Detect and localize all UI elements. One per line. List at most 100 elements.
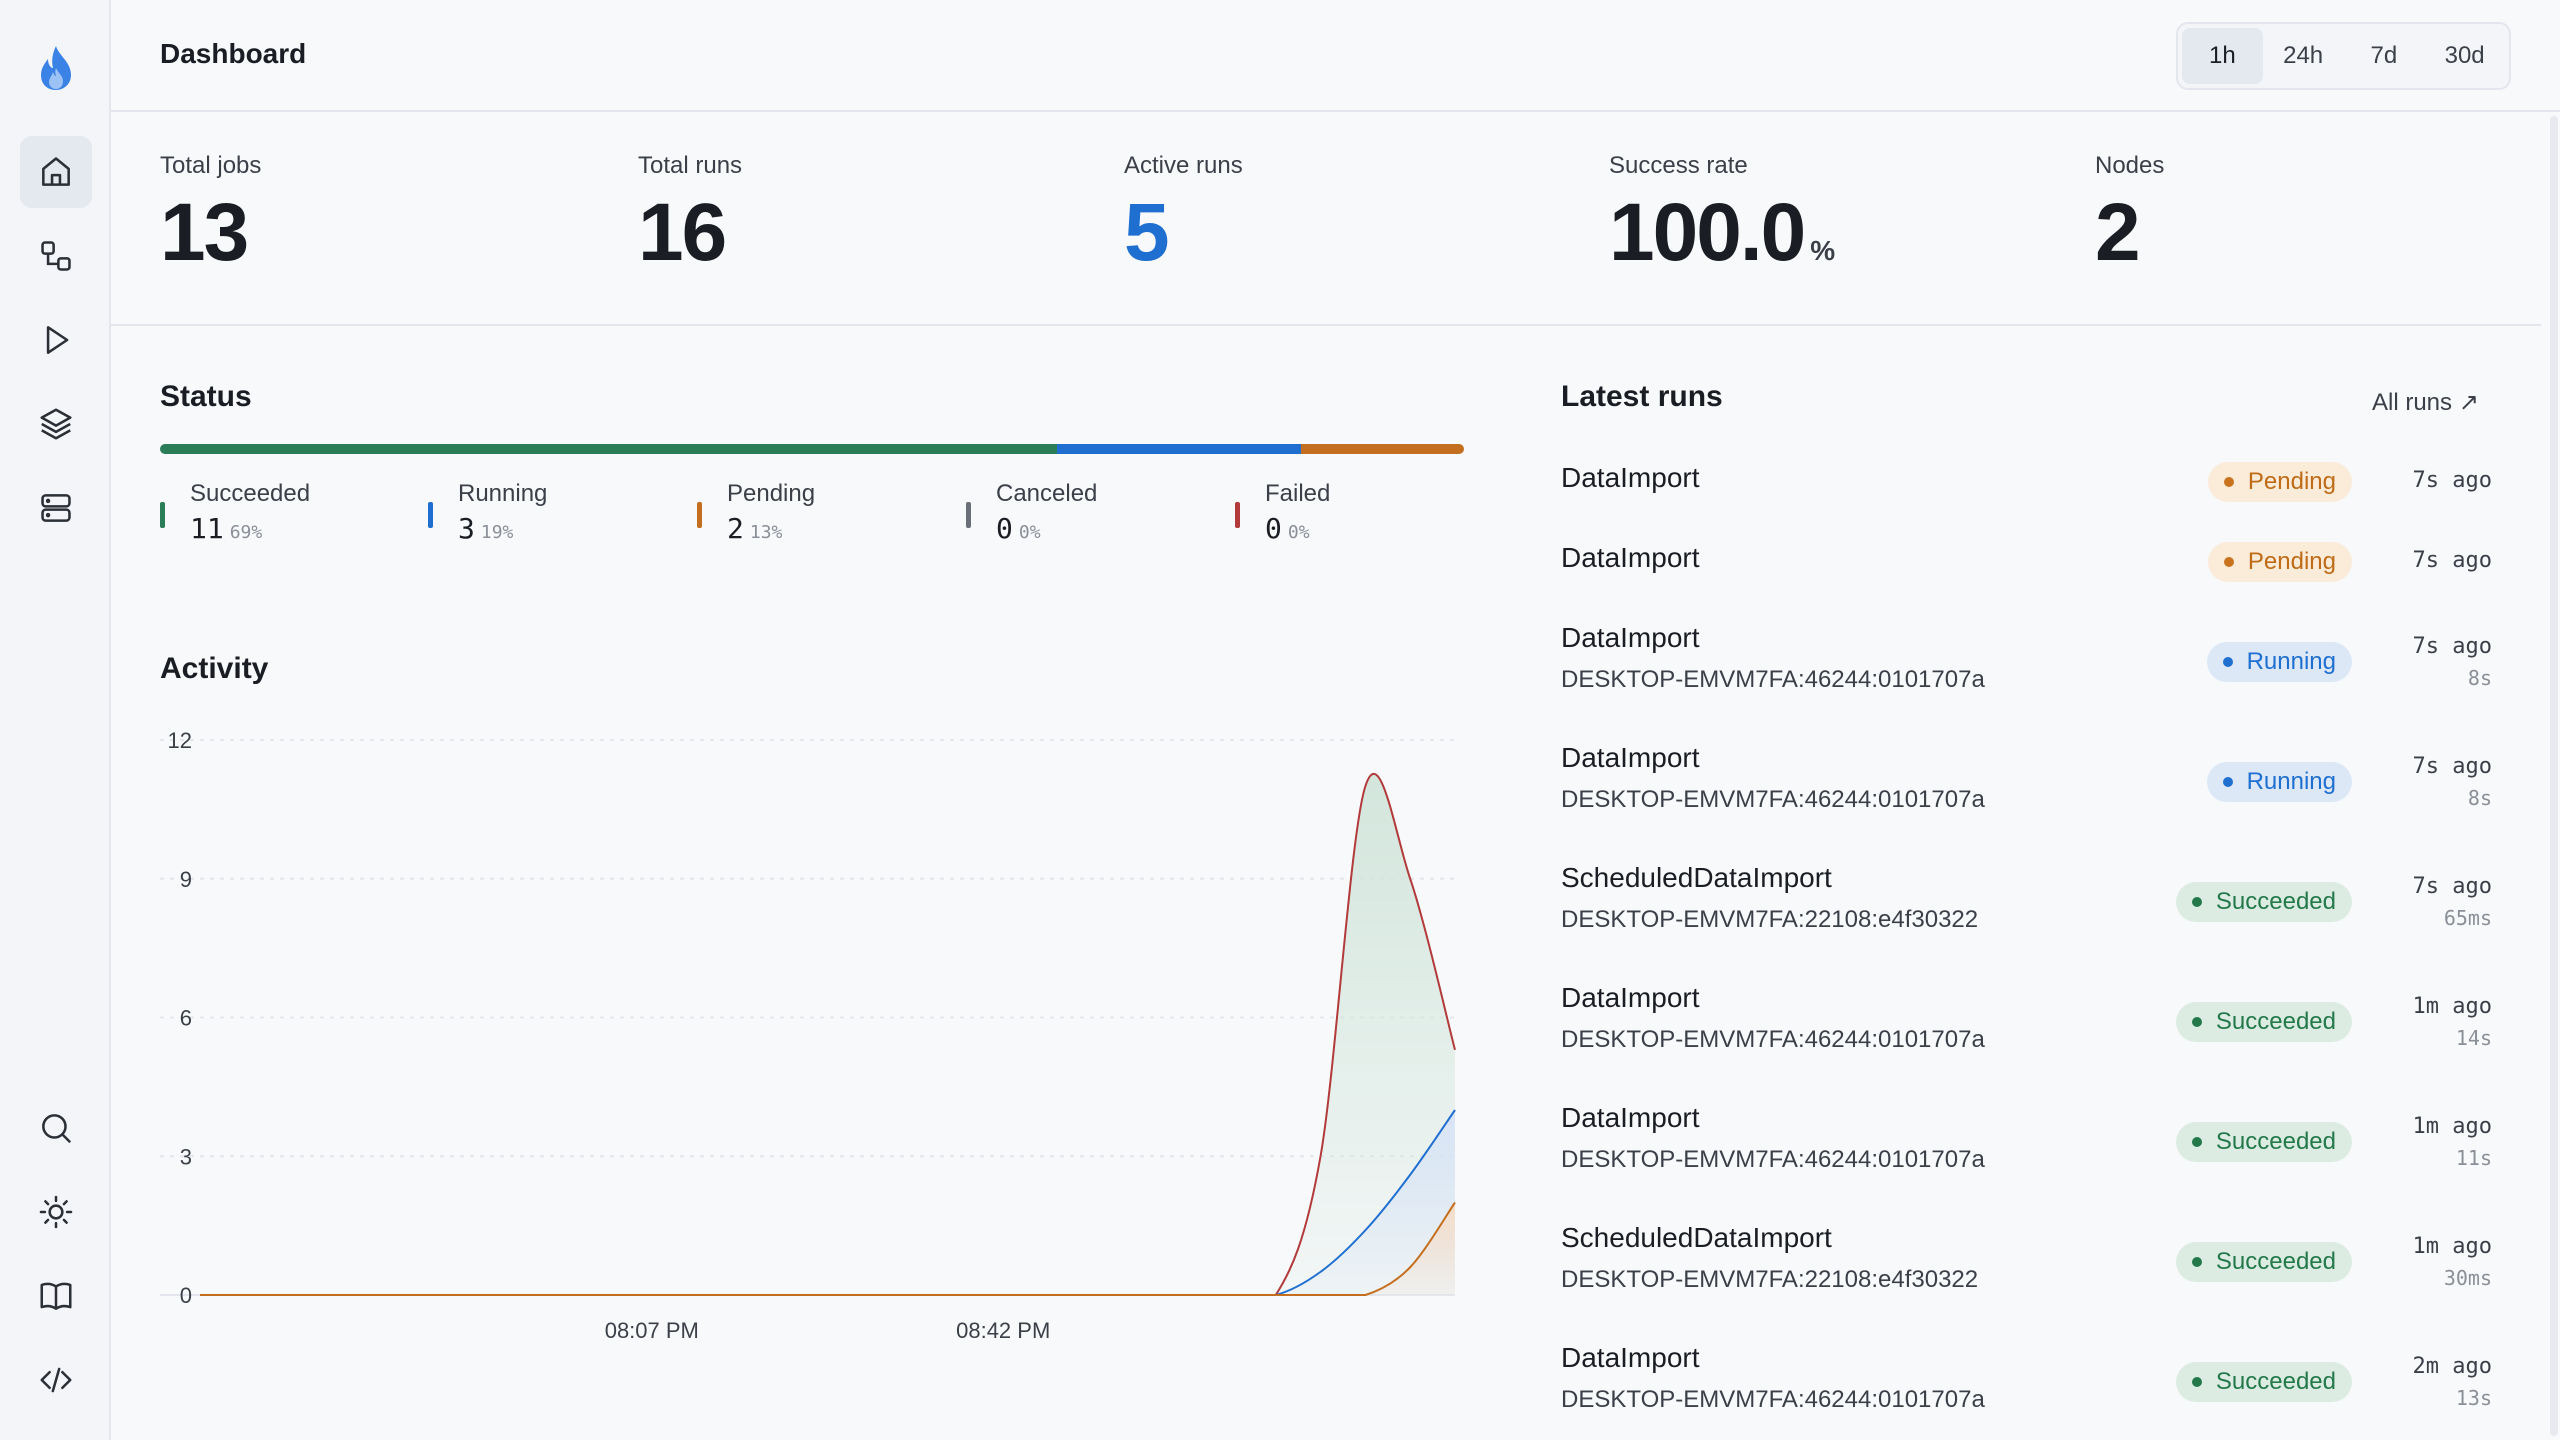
status-badge: Running xyxy=(2206,762,2352,802)
run-time-ago: 2m ago xyxy=(2412,1354,2492,1379)
legend-label: Canceled xyxy=(996,480,1098,507)
run-duration: 11s xyxy=(2455,1146,2492,1170)
x-tick-label: 08:07 PM xyxy=(605,1318,699,1343)
status-badge-label: Pending xyxy=(2247,468,2336,495)
status-title: Status xyxy=(160,380,252,413)
legend-value: 3 19% xyxy=(458,512,513,545)
sidebar-item-queues[interactable] xyxy=(20,388,92,460)
search-button[interactable] xyxy=(20,1092,92,1164)
docs-button[interactable] xyxy=(20,1260,92,1332)
range-24h-button[interactable]: 24h xyxy=(2283,42,2324,69)
sidebar-item-runs[interactable] xyxy=(20,304,92,376)
run-row[interactable]: DataImport DESKTOP-EMVM7FA:46244:0101707a… xyxy=(1561,742,2492,852)
legend-value: 11 69% xyxy=(190,512,262,545)
series-area-total xyxy=(200,773,1455,1295)
status-dot-icon xyxy=(2222,657,2233,667)
run-node-id: DESKTOP-EMVM7FA:46244:0101707a xyxy=(1561,1026,1985,1053)
y-tick-label: 3 xyxy=(180,1144,192,1169)
stat-value: 100.0% xyxy=(1609,192,1835,274)
legend-marker xyxy=(966,502,971,528)
header: Dashboard 1h 24h 7d 30d xyxy=(111,0,2560,112)
theme-toggle-button[interactable] xyxy=(20,1176,92,1248)
status-dot-icon xyxy=(2222,777,2233,787)
run-node-id: DESKTOP-EMVM7FA:46244:0101707a xyxy=(1561,1386,1985,1413)
stat-label: Nodes xyxy=(2095,152,2165,179)
run-row[interactable]: DataImport Pending 7s ago xyxy=(1561,542,2492,652)
status-badge-label: Succeeded xyxy=(2215,1248,2336,1275)
stat-label: Active runs xyxy=(1124,152,1243,179)
sidebar xyxy=(0,0,111,1440)
sun-icon xyxy=(39,1195,73,1229)
status-bar-segment-succeeded xyxy=(160,444,1057,454)
play-icon xyxy=(46,326,69,354)
run-row[interactable]: DataImport DESKTOP-EMVM7FA:46244:0101707a… xyxy=(1561,982,2492,1092)
series-line-running xyxy=(200,1109,1456,1296)
status-badge: Succeeded xyxy=(2175,1002,2352,1042)
legend-marker xyxy=(1235,502,1240,528)
activity-title: Activity xyxy=(160,652,269,685)
run-job-name: DataImport xyxy=(1561,742,1700,773)
run-duration: 13s xyxy=(2455,1386,2492,1410)
status-badge: Pending xyxy=(2207,542,2352,582)
series-area-pending xyxy=(200,1202,1455,1295)
run-duration: 14s xyxy=(2455,1026,2492,1050)
run-row[interactable]: DataImport DESKTOP-EMVM7FA:46244:0101707a… xyxy=(1561,622,2492,732)
legend-count: 2 xyxy=(727,512,744,545)
sidebar-item-jobs[interactable] xyxy=(20,220,92,292)
y-tick-label: 0 xyxy=(180,1283,192,1308)
server-icon xyxy=(41,494,71,522)
run-duration: 30ms xyxy=(2443,1266,2492,1290)
legend-pct: 19% xyxy=(480,522,514,543)
flame-logo-icon[interactable] xyxy=(35,44,77,92)
status-dot-icon xyxy=(2191,897,2202,907)
run-row[interactable]: ScheduledDataImport DESKTOP-EMVM7FA:22108… xyxy=(1561,862,2492,972)
stat-label: Total jobs xyxy=(160,152,262,179)
range-30d-button[interactable]: 30d xyxy=(2444,42,2485,69)
series-line-pending xyxy=(200,1201,1456,1296)
stats-strip: Total jobs 13 Total runs 16 Active runs … xyxy=(111,112,2541,326)
run-time-ago: 1m ago xyxy=(2412,1234,2492,1259)
status-dot-icon xyxy=(2191,1257,2202,1267)
run-row[interactable]: DataImport DESKTOP-EMVM7FA:46244:0101707a… xyxy=(1561,1342,2492,1440)
book-icon xyxy=(40,1282,72,1310)
status-bar-segment-pending xyxy=(1301,444,1464,454)
range-7d-button[interactable]: 7d xyxy=(2370,42,2398,69)
run-row[interactable]: ScheduledDataImport DESKTOP-EMVM7FA:22108… xyxy=(1561,1222,2492,1332)
stat-unit: % xyxy=(1810,235,1836,266)
legend-value: 0 0% xyxy=(1265,512,1310,545)
range-1h-button[interactable]: 1h xyxy=(2182,28,2263,84)
stat-active-runs: Active runs 5 xyxy=(1124,152,1243,274)
stat-label: Total runs xyxy=(638,152,743,179)
run-job-name: DataImport xyxy=(1561,1342,1700,1373)
legend-label: Pending xyxy=(727,480,816,507)
stat-label: Success rate xyxy=(1609,152,1748,179)
scrollbar[interactable] xyxy=(2550,116,2558,1436)
run-job-name: DataImport xyxy=(1561,542,1700,573)
stat-value: 13 xyxy=(160,187,249,278)
time-range-selector: 1h 24h 7d 30d xyxy=(2176,22,2511,90)
status-badge-label: Succeeded xyxy=(2215,888,2336,915)
page-title: Dashboard xyxy=(160,38,307,69)
layers-icon xyxy=(40,408,72,440)
legend-label: Succeeded xyxy=(190,480,311,507)
status-badge: Succeeded xyxy=(2175,882,2352,922)
status-badge-label: Running xyxy=(2246,768,2336,795)
series-line-total xyxy=(200,773,1456,1296)
api-button[interactable] xyxy=(20,1344,92,1416)
legend-count: 3 xyxy=(458,512,475,545)
run-duration: 8s xyxy=(2467,786,2492,810)
run-row[interactable]: DataImport DESKTOP-EMVM7FA:46244:0101707a… xyxy=(1561,1102,2492,1212)
status-badge-label: Running xyxy=(2246,648,2336,675)
status-badge-label: Succeeded xyxy=(2215,1368,2336,1395)
sidebar-item-nodes[interactable] xyxy=(20,472,92,544)
run-time-ago: 7s ago xyxy=(2412,468,2492,493)
stat-value: 16 xyxy=(638,187,727,278)
status-dot-icon xyxy=(2191,1017,2202,1027)
all-runs-link[interactable]: All runs ↗ xyxy=(2372,389,2479,416)
search-icon xyxy=(42,1114,71,1143)
stat-value: 2 xyxy=(2095,187,2141,278)
latest-runs-title: Latest runs xyxy=(1561,380,1723,413)
legend-marker xyxy=(160,502,165,528)
sidebar-item-home[interactable] xyxy=(20,136,92,208)
run-row[interactable]: DataImport Pending 7s ago xyxy=(1561,462,2492,572)
